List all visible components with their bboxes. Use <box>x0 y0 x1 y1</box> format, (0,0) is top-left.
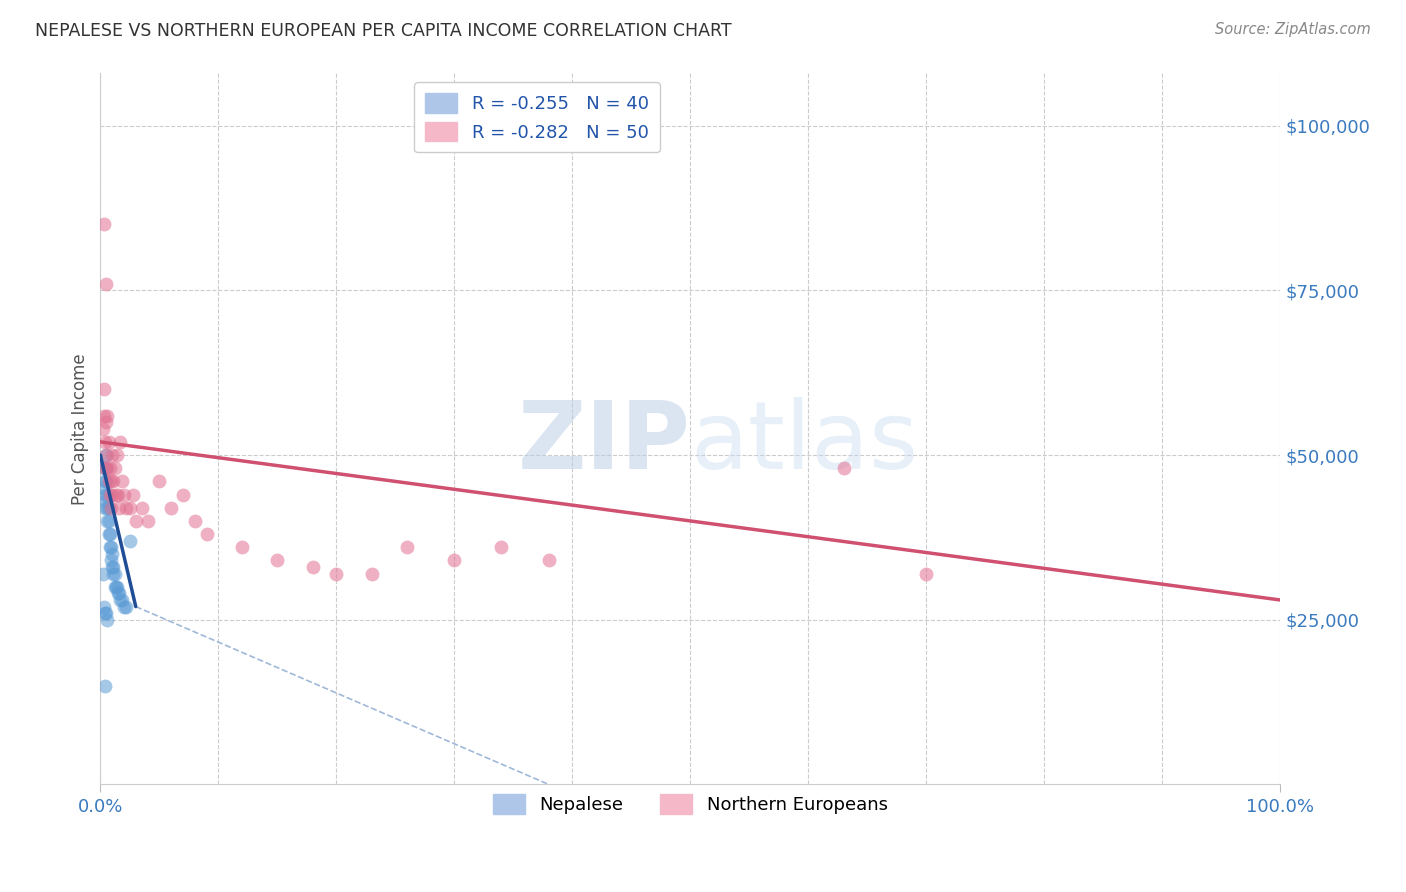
Point <box>93 481 115 495</box>
Point <box>136 514 159 528</box>
Point <box>93 409 115 423</box>
Point <box>108 500 131 515</box>
Point <box>325 566 347 581</box>
Point <box>101 487 124 501</box>
Point <box>96 409 118 423</box>
Point <box>110 434 132 449</box>
Point <box>107 586 129 600</box>
Point <box>96 475 118 489</box>
Point <box>94 500 117 515</box>
Point <box>96 613 118 627</box>
Point <box>537 553 560 567</box>
Point <box>103 475 125 489</box>
Point <box>97 527 120 541</box>
Point <box>98 487 121 501</box>
Point <box>98 527 121 541</box>
Point <box>110 593 132 607</box>
Point <box>94 475 117 489</box>
Point <box>94 434 117 449</box>
Text: atlas: atlas <box>690 397 918 489</box>
Point <box>195 527 218 541</box>
Point <box>112 487 135 501</box>
Point <box>231 541 253 555</box>
Point <box>110 475 132 489</box>
Point <box>266 553 288 567</box>
Point <box>93 218 115 232</box>
Point <box>94 679 117 693</box>
Point <box>94 487 117 501</box>
Point <box>93 461 115 475</box>
Point <box>105 448 128 462</box>
Point <box>301 560 323 574</box>
Point <box>96 461 118 475</box>
Point <box>100 541 122 555</box>
Point <box>103 566 125 581</box>
Text: NEPALESE VS NORTHERN EUROPEAN PER CAPITA INCOME CORRELATION CHART: NEPALESE VS NORTHERN EUROPEAN PER CAPITA… <box>35 22 731 40</box>
Point <box>94 606 117 620</box>
Point <box>118 500 141 515</box>
Point <box>96 448 118 462</box>
Point <box>396 541 419 555</box>
Point <box>100 500 122 515</box>
Point <box>91 422 114 436</box>
Point <box>101 448 124 462</box>
Point <box>101 547 124 561</box>
Y-axis label: Per Capita Income: Per Capita Income <box>72 353 89 505</box>
Point <box>96 514 118 528</box>
Point <box>98 541 121 555</box>
Point <box>103 580 125 594</box>
Point <box>118 533 141 548</box>
Point <box>96 448 118 462</box>
Point <box>100 475 122 489</box>
Point <box>832 461 855 475</box>
Point <box>105 580 128 594</box>
Point <box>96 500 118 515</box>
Point <box>184 514 207 528</box>
Point <box>93 599 115 614</box>
Point <box>443 553 465 567</box>
Point <box>103 566 125 581</box>
Point <box>125 514 148 528</box>
Point <box>108 586 131 600</box>
Point <box>360 566 382 581</box>
Point <box>122 487 145 501</box>
Point <box>94 461 117 475</box>
Point <box>115 500 138 515</box>
Point <box>104 487 127 501</box>
Point <box>91 566 114 581</box>
Point <box>101 560 124 574</box>
Point <box>100 553 122 567</box>
Point <box>131 500 153 515</box>
Text: Source: ZipAtlas.com: Source: ZipAtlas.com <box>1215 22 1371 37</box>
Point <box>96 415 118 429</box>
Point <box>97 434 120 449</box>
Text: ZIP: ZIP <box>517 397 690 489</box>
Legend: Nepalese, Northern Europeans: Nepalese, Northern Europeans <box>482 784 898 825</box>
Point <box>96 487 118 501</box>
Point <box>148 475 170 489</box>
Point <box>115 599 138 614</box>
Point <box>98 461 121 475</box>
Point <box>104 580 127 594</box>
Point <box>96 494 118 508</box>
Point <box>97 475 120 489</box>
Point <box>93 382 115 396</box>
Point <box>160 500 183 515</box>
Point <box>96 277 118 291</box>
Point <box>96 461 118 475</box>
Point <box>107 487 129 501</box>
Point <box>491 541 513 555</box>
Point <box>112 599 135 614</box>
Point <box>97 500 120 515</box>
Point <box>915 566 938 581</box>
Point <box>97 514 120 528</box>
Point <box>103 560 125 574</box>
Point <box>172 487 194 501</box>
Point <box>96 606 118 620</box>
Point <box>110 593 132 607</box>
Point <box>103 461 125 475</box>
